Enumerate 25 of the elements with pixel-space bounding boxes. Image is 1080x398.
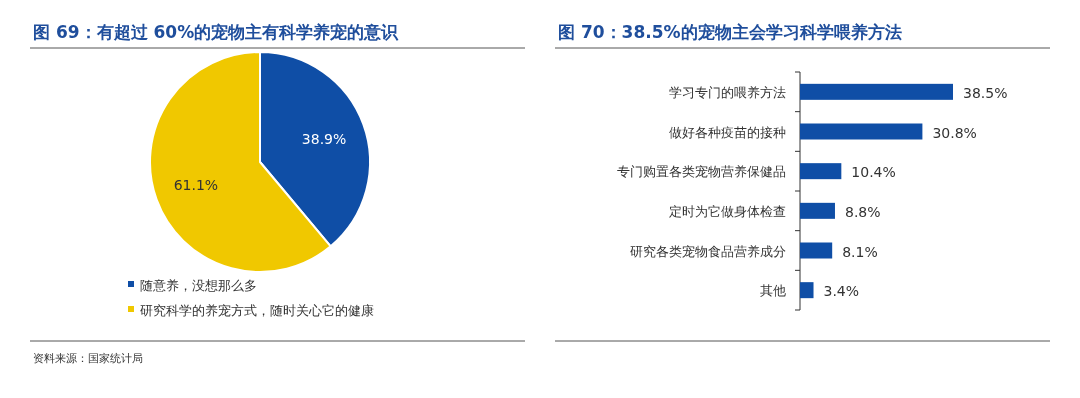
chart-title: 图 69：有超过 60%的宠物主有科学养宠的意识 [33, 22, 400, 42]
y-tick-label: 其他 [760, 283, 786, 299]
bar [800, 123, 923, 140]
data-label: 3.4% [823, 283, 860, 300]
bar [800, 282, 814, 299]
bar [800, 163, 842, 180]
data-label: 10.4% [851, 164, 896, 181]
data-label: 38.5% [963, 84, 1008, 101]
bar [800, 242, 833, 259]
y-tick-label: 研究各类宠物食品营养成分 [630, 243, 786, 259]
y-tick-label: 做好各种疫苗的接种 [669, 124, 786, 140]
bar [800, 202, 835, 219]
data-label: 8.8% [844, 203, 881, 220]
legend-label: 研究科学的养宠方式，随时关心它的健康 [140, 303, 374, 318]
bar [800, 83, 953, 100]
data-label: 8.1% [842, 243, 878, 260]
y-tick-label: 学习专门的喂养方法 [669, 84, 786, 100]
data-label: 61.1% [173, 177, 219, 194]
y-tick-label: 专门购置各类宠物营养保健品 [617, 164, 786, 180]
data-label: 38.9% [301, 130, 347, 147]
data-label: 30.8% [932, 124, 977, 141]
y-tick-label: 定时为它做身体检查 [669, 203, 786, 219]
chart-title: 图 70：38.5%的宠物主会学习科学喂养方法 [558, 22, 902, 42]
legend-label: 随意养，没想那么多 [140, 278, 257, 293]
text: 资料来源：国家统计局 [33, 352, 143, 365]
